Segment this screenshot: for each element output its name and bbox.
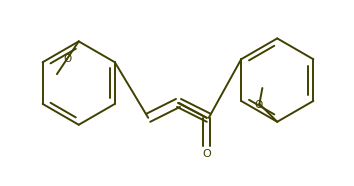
Text: O: O bbox=[202, 149, 211, 158]
Text: O: O bbox=[254, 100, 263, 110]
Text: O: O bbox=[64, 54, 72, 64]
